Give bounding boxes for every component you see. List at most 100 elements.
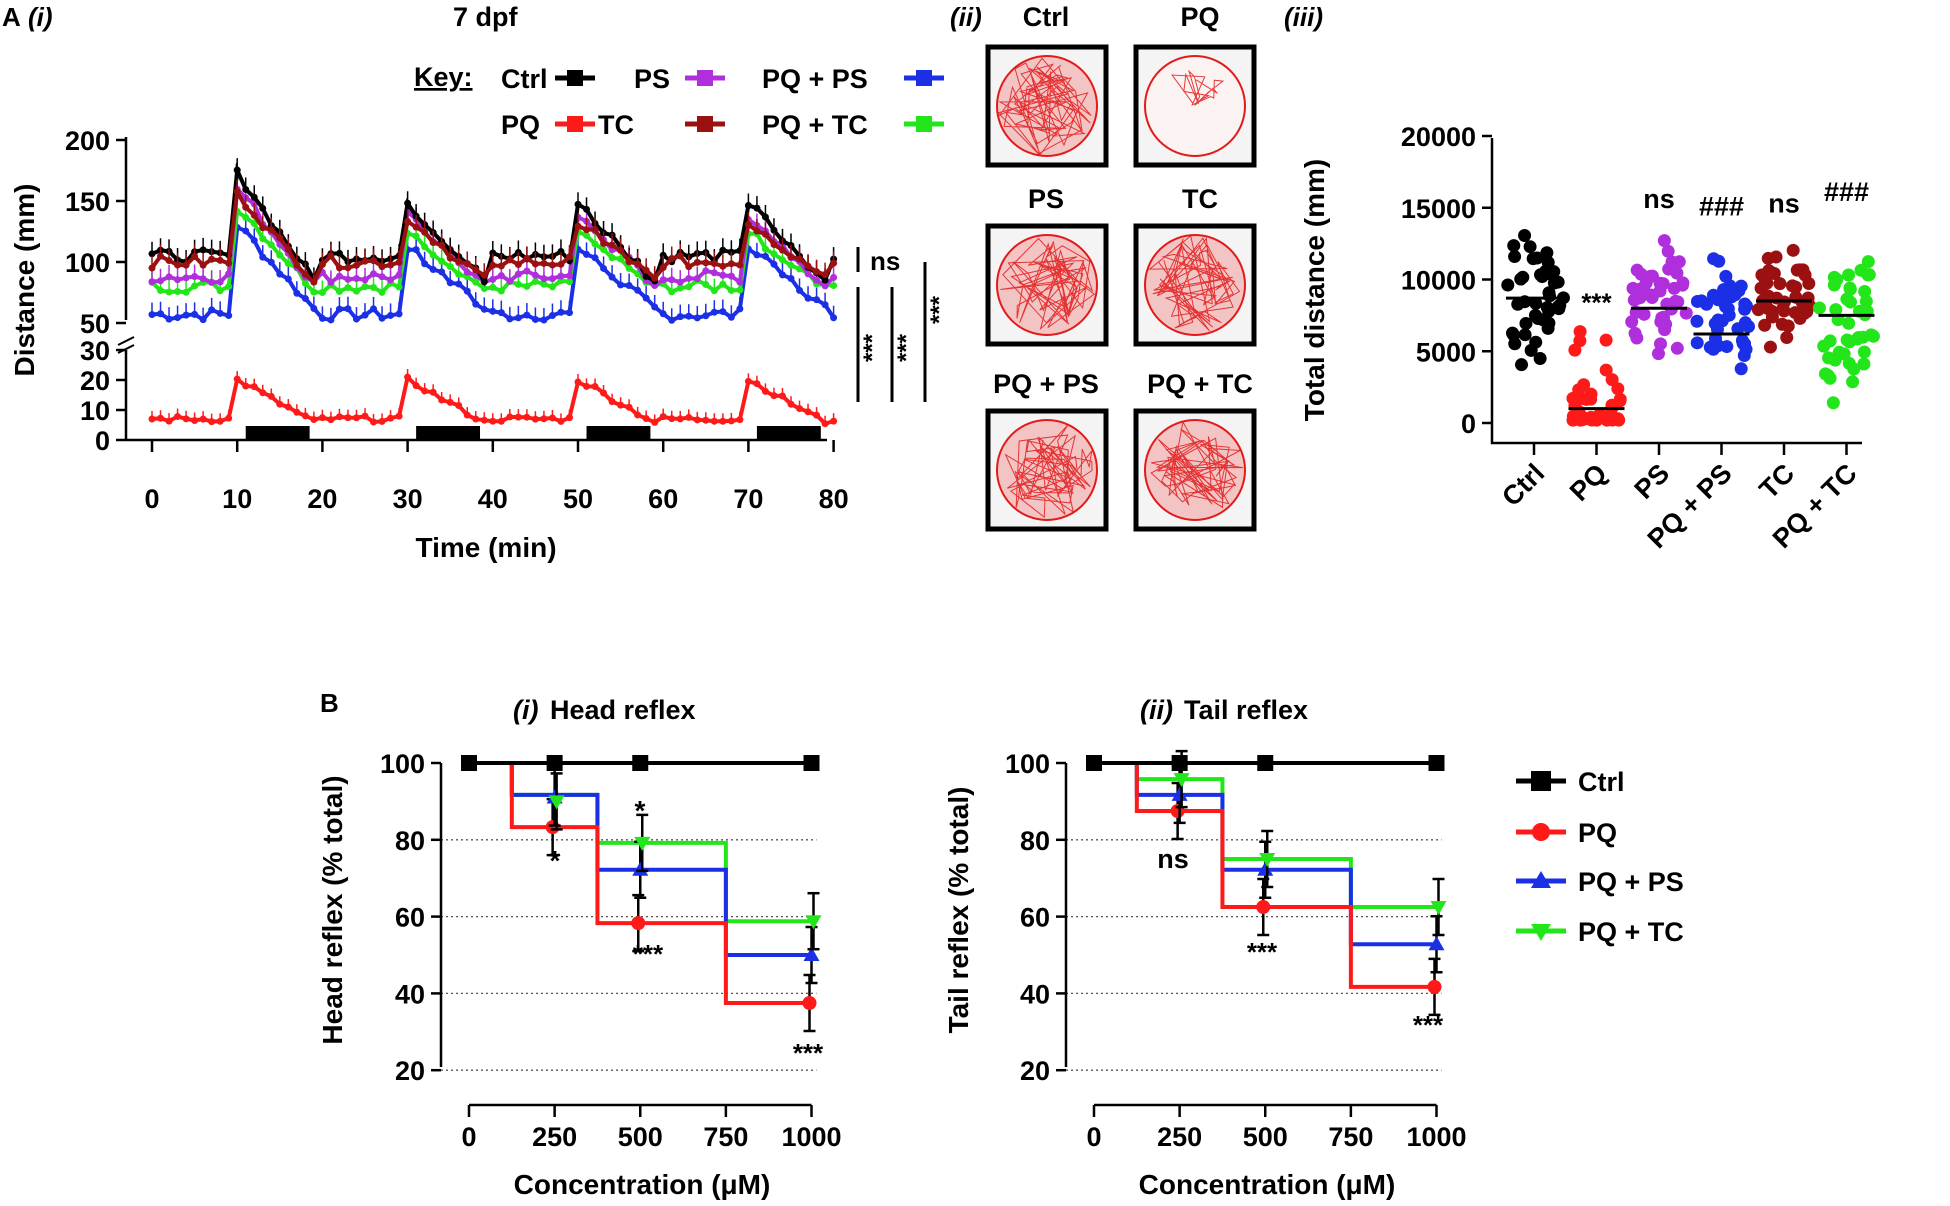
key-item-tc: TC [598, 110, 634, 140]
series-marker [642, 294, 650, 302]
series-marker [523, 311, 531, 319]
series-marker [813, 276, 821, 284]
series-marker [778, 256, 786, 264]
series-marker [250, 383, 258, 391]
y-tick-label: 5000 [1416, 337, 1476, 367]
series-marker [523, 282, 531, 290]
series-marker [370, 283, 378, 291]
series-marker [318, 414, 326, 422]
b-ii-title: Tail reflex [1184, 695, 1308, 725]
panel-a-iii: (iii) Total distance (mm) 0 5000 10000 1500… [1284, 2, 1880, 554]
tracking-images [985, 44, 1257, 532]
series-marker [531, 415, 539, 423]
series-marker [583, 205, 591, 213]
series-marker [583, 231, 591, 239]
series-marker [804, 408, 812, 416]
sig-label: *** [633, 939, 664, 969]
y-tick-label: 100 [65, 248, 110, 278]
track-well [1144, 419, 1246, 521]
data-point [1551, 275, 1565, 289]
series-marker [191, 310, 199, 318]
series-marker [617, 246, 625, 254]
series-marker [191, 282, 199, 290]
x-tick-label: 40 [478, 484, 508, 514]
x-tick-label: 10 [222, 484, 252, 514]
series-marker [591, 254, 599, 262]
data-point [1840, 333, 1854, 347]
data-point [1675, 278, 1689, 292]
data-point [1634, 267, 1648, 281]
series-marker [617, 401, 625, 409]
series-marker [370, 305, 378, 313]
series-marker [634, 411, 642, 419]
data-point [1761, 289, 1775, 303]
data-point [1843, 295, 1857, 309]
panel-a-i: A (i) 7 dpf Key: Ctrl PS PQ + PS PQ TC P… [2, 2, 953, 563]
series-marker [267, 392, 275, 400]
data-point [1788, 306, 1802, 320]
series-marker [216, 278, 224, 286]
series-marker [710, 259, 718, 267]
sig-label: * [635, 795, 646, 826]
y-tick-label: 40 [395, 979, 425, 1009]
series-marker [412, 232, 420, 240]
series-marker [548, 414, 556, 422]
data-point [1651, 347, 1665, 361]
series-marker [276, 234, 284, 242]
data-point [1773, 277, 1787, 291]
series-marker [267, 258, 275, 266]
data-point [1830, 272, 1844, 286]
series-marker [421, 228, 429, 236]
y-tick-label: 0 [95, 426, 110, 456]
data-point [1707, 252, 1721, 266]
series-marker [361, 257, 369, 265]
series-marker [174, 314, 182, 322]
series-marker [574, 200, 582, 208]
data-point [1738, 316, 1752, 330]
series-marker [242, 227, 250, 235]
series-marker [174, 261, 182, 269]
panel-a-letter: A [2, 2, 21, 32]
series-marker [548, 275, 556, 283]
step-line-pq [469, 761, 812, 1005]
x-tick-label: PQ [1564, 458, 1613, 507]
y-tick-label: 100 [1005, 749, 1050, 779]
series-marker [480, 278, 488, 286]
series-marker [157, 252, 165, 260]
data-marker [802, 996, 817, 1010]
data-point [1541, 321, 1555, 335]
data-point [1501, 278, 1515, 292]
series-marker [284, 275, 292, 283]
data-point [1657, 310, 1671, 324]
legend-b-ctrl: Ctrl [1578, 767, 1625, 797]
data-point [1786, 243, 1800, 257]
data-point [1861, 255, 1875, 269]
data-point [1721, 302, 1735, 316]
series-marker [821, 301, 829, 309]
data-point [1777, 304, 1791, 318]
panel-b-i: (i) Head reflex Head reflex (% total) Co… [317, 695, 842, 1200]
data-point [1785, 279, 1799, 293]
data-point [1552, 302, 1566, 316]
series-marker [259, 253, 267, 261]
data-point [1627, 293, 1641, 307]
series-marker [540, 275, 548, 283]
a-i-ylabel: Distance (mm) [9, 184, 40, 377]
series-marker [813, 411, 821, 419]
series-marker [301, 270, 309, 278]
series-marker [693, 314, 701, 322]
series-marker [429, 388, 437, 396]
ctrl-marker [1086, 755, 1102, 771]
series-marker [157, 414, 165, 422]
series-marker [276, 400, 284, 408]
series-marker [557, 260, 565, 268]
series-marker [540, 316, 548, 324]
data-point [1515, 358, 1529, 372]
series-marker [659, 413, 667, 421]
series-marker [557, 247, 565, 255]
series-marker [463, 268, 471, 276]
a-i-sig-ns: ns [870, 246, 900, 276]
series-marker [497, 272, 505, 280]
series-marker [480, 271, 488, 279]
